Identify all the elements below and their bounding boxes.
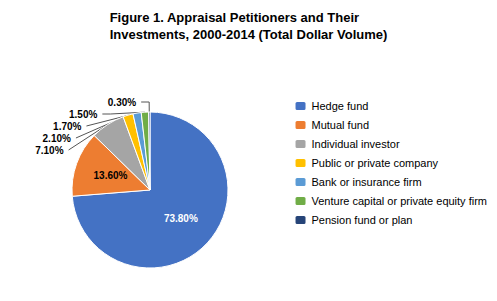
- svg-text:13.60%: 13.60%: [94, 170, 128, 181]
- svg-text:2.10%: 2.10%: [43, 133, 71, 144]
- svg-text:Public or private company: Public or private company: [312, 157, 439, 169]
- svg-text:0.30%: 0.30%: [108, 97, 136, 108]
- svg-text:Figure 1. Appraisal Petitioner: Figure 1. Appraisal Petitioners and Thei…: [110, 10, 359, 25]
- svg-text:Mutual fund: Mutual fund: [312, 119, 369, 131]
- svg-text:7.10%: 7.10%: [35, 145, 63, 156]
- svg-text:1.50%: 1.50%: [69, 109, 97, 120]
- svg-text:Investments, 2000-2014 (Total: Investments, 2000-2014 (Total Dollar Vol…: [110, 27, 388, 42]
- svg-text:Hedge fund: Hedge fund: [312, 100, 369, 112]
- svg-text:73.80%: 73.80%: [164, 213, 198, 224]
- svg-text:Individual investor: Individual investor: [312, 138, 400, 150]
- svg-text:Venture capital or private equ: Venture capital or private equity firm: [312, 195, 487, 207]
- svg-text:Bank or insurance firm: Bank or insurance firm: [312, 176, 422, 188]
- svg-text:1.70%: 1.70%: [53, 121, 81, 132]
- svg-text:Pension fund or plan: Pension fund or plan: [312, 214, 413, 226]
